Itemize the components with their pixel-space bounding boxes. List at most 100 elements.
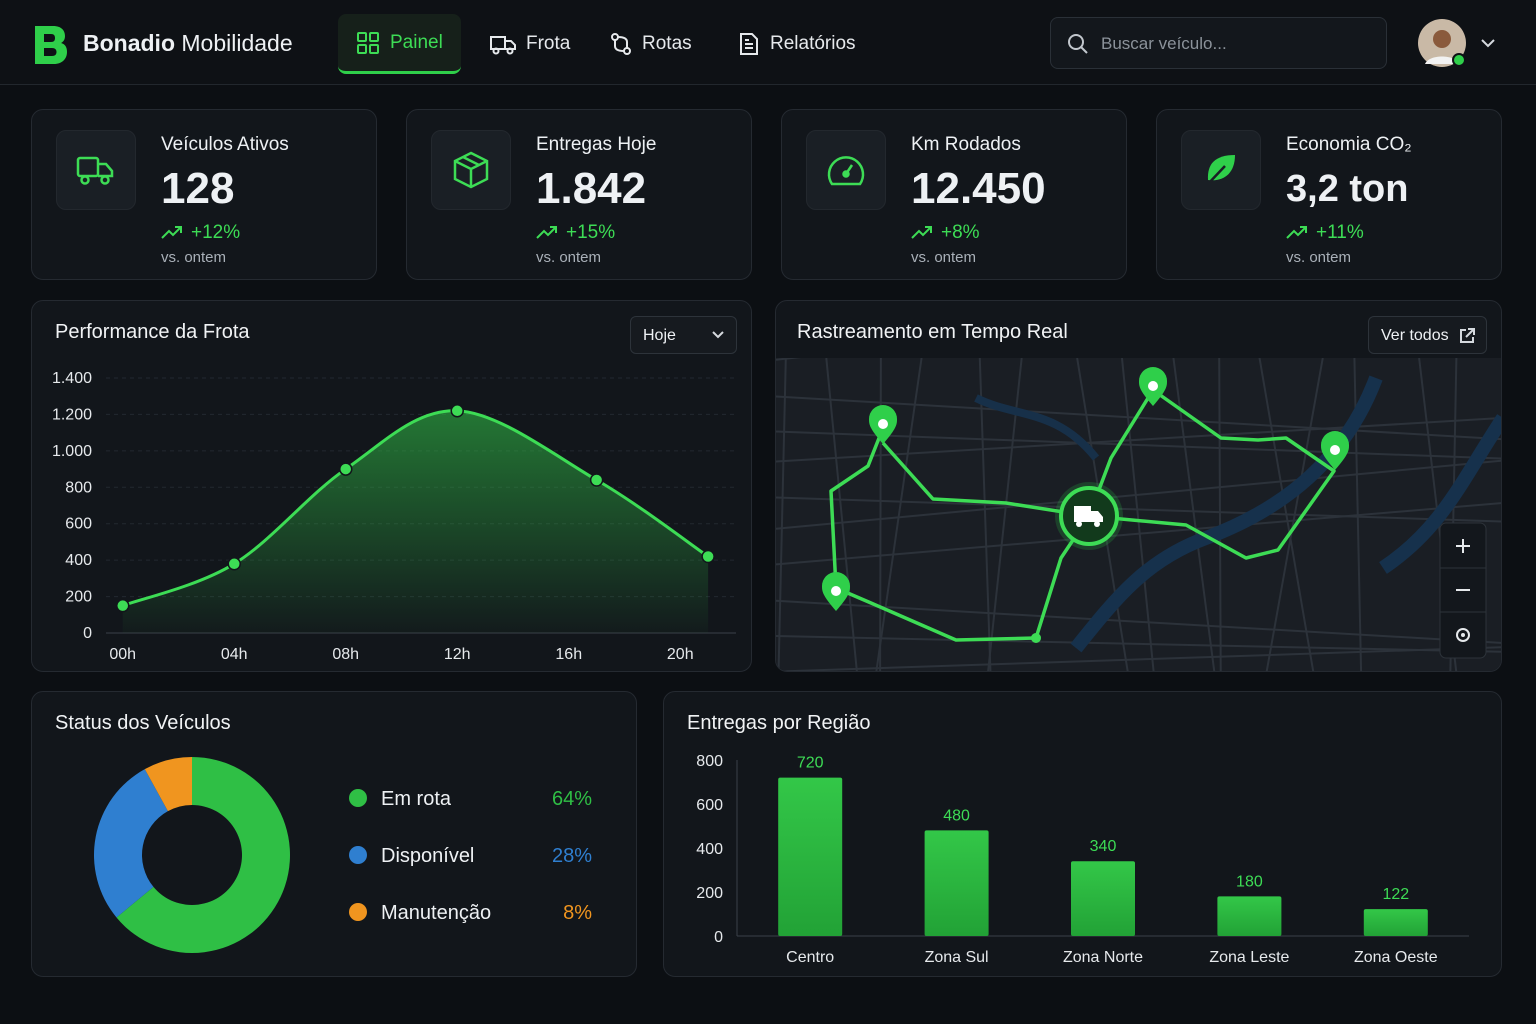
y-tick-label: 200 (696, 885, 723, 902)
nav-item[interactable]: Relatórios (720, 14, 874, 74)
donut-card: Em rota 64% Disponível 28% Manutenção 8% Stat… (31, 691, 637, 977)
x-tick-label: 08h (332, 646, 359, 663)
kpi-value: 1.842 (536, 164, 647, 213)
kpi-change: +12% (161, 222, 240, 244)
street (776, 417, 1501, 463)
y-tick-label: 400 (65, 552, 92, 569)
search-box[interactable]: Buscar veículo... (1050, 17, 1387, 69)
legend-dot (349, 846, 367, 864)
x-tick-label: Zona Norte (1063, 949, 1143, 966)
kpi-label: Km Rodados (911, 134, 1021, 155)
view-all-button[interactable]: Ver todos (1368, 316, 1487, 354)
logo (35, 26, 67, 64)
nav-item[interactable]: Painel (338, 14, 461, 74)
brand-suffix: Mobilidade (181, 30, 293, 56)
bar-card: 0 200 400 600 800 720 Centro 480 Zona Sul 340 Zona… (663, 691, 1502, 977)
brand: Bonadio Mobilidade (83, 30, 293, 57)
map-zoom-controls[interactable] (1439, 522, 1487, 659)
x-tick-label: Centro (786, 949, 834, 966)
kpi-icon (431, 130, 511, 210)
bar (924, 830, 989, 936)
kpi-label: Economia CO₂ (1286, 134, 1412, 155)
kpi-value: 12.450 (911, 164, 1046, 213)
donut-slice (116, 757, 290, 953)
y-tick-label: 0 (83, 625, 92, 642)
street (776, 430, 1501, 460)
street (978, 358, 992, 671)
kpi-note: vs. ontem (1286, 249, 1352, 266)
area (122, 410, 709, 633)
nav-label: Rotas (642, 33, 692, 54)
filter-label: Hoje (643, 327, 676, 344)
x-tick-label: Zona Oeste (1354, 949, 1438, 966)
legend-dot (349, 903, 367, 921)
chart-title: Status dos Veículos (55, 712, 231, 734)
donut-slice (94, 769, 168, 918)
street (1258, 358, 1315, 671)
y-tick-label: 1.200 (52, 406, 92, 423)
point (701, 549, 715, 564)
street (1120, 358, 1155, 671)
value-label: 340 (1090, 838, 1117, 855)
legend-label: Em rota (381, 788, 452, 810)
point (589, 473, 604, 487)
kpi-change: +15% (536, 222, 615, 244)
y-tick-label: 0 (714, 929, 723, 946)
y-tick-label: 600 (696, 797, 723, 814)
street (776, 502, 1501, 566)
x-tick-label: 12h (444, 646, 471, 663)
value-label: 8% (563, 902, 592, 924)
street (776, 646, 1501, 671)
street (825, 358, 858, 671)
y-tick-label: 200 (65, 589, 92, 606)
kpi-change: +11% (1286, 222, 1364, 244)
kpi-icon (806, 130, 886, 210)
kpi-card: Economia CO₂ 3,2 ton +11% vs. ontem (1156, 109, 1502, 280)
chart-title: Performance da Frota (55, 321, 250, 343)
x-tick-label: Zona Leste (1209, 949, 1289, 966)
user-menu[interactable] (1417, 18, 1507, 70)
kpi-label: Veículos Ativos (161, 134, 289, 155)
nav-item[interactable]: Rotas (592, 14, 710, 74)
map (776, 358, 1501, 671)
y-tick-label: 400 (696, 841, 723, 858)
kpi-card: Km Rodados 12.450 +8% vs. ontem (781, 109, 1127, 280)
value-label: 720 (797, 755, 824, 772)
line-card: 0 200 400 600 800 1.000 1.200 1.400 00h 04h 08h 12h… (31, 300, 752, 672)
kpi-card: Veículos Ativos 128 +12% vs. ontem (31, 109, 377, 280)
donut-chart: Em rota 64% Disponível 28% Manutenção 8% (94, 757, 592, 953)
street (776, 599, 1501, 644)
bar (1363, 909, 1428, 936)
y-tick-label: 600 (65, 516, 92, 533)
search-placeholder: Buscar veículo... (1101, 34, 1227, 53)
value-label: 480 (943, 807, 970, 824)
kpi-change: +8% (911, 222, 980, 244)
donut-slice (144, 757, 192, 812)
kpi-note: vs. ontem (536, 249, 602, 266)
value-label: 180 (1236, 873, 1263, 890)
nav-label: Painel (390, 31, 443, 53)
kpi-change-text: +15% (566, 222, 616, 243)
value-label: 122 (1382, 886, 1409, 903)
nav-item[interactable]: Frota (472, 14, 588, 74)
bar (1217, 896, 1282, 936)
map-title: Rastreamento em Tempo Real (797, 321, 1068, 343)
street (776, 395, 1501, 441)
kpi-note: vs. ontem (911, 249, 977, 266)
street (776, 459, 1501, 530)
point (338, 462, 353, 476)
y-tick-label: 800 (65, 479, 92, 496)
kpi-change-text: +12% (191, 222, 241, 243)
filter-dropdown[interactable]: Hoje (630, 316, 737, 354)
street (879, 358, 882, 671)
point (450, 404, 464, 418)
kpi-note: vs. ontem (161, 249, 227, 266)
x-tick-label: Zona Sul (925, 949, 989, 966)
bar (778, 777, 843, 936)
value-label: 64% (552, 788, 592, 810)
kpi-change-text: +8% (941, 222, 980, 243)
nav-label: Relatórios (770, 33, 856, 54)
bar (1071, 861, 1135, 936)
value-label: 28% (552, 845, 592, 867)
street (875, 358, 923, 671)
